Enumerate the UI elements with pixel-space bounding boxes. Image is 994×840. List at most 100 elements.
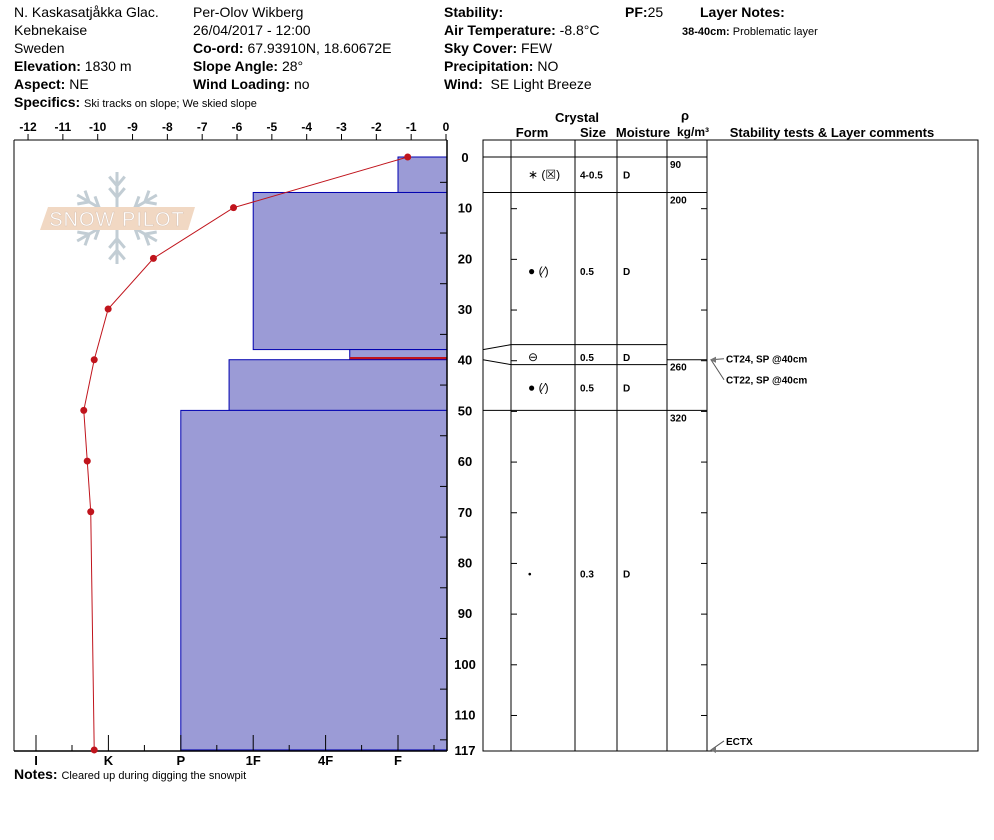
precipitation: Precipitation: NO xyxy=(444,58,558,74)
stability-test-arrow xyxy=(710,359,725,380)
snowflake-branch xyxy=(83,190,91,203)
crystal-form: ∗ (☒) xyxy=(528,168,560,182)
header-rho: ρ xyxy=(681,108,689,123)
temperature-tick-label: -2 xyxy=(371,120,382,134)
windload-value: no xyxy=(293,76,310,92)
snowflake-branch xyxy=(133,195,141,209)
stability-test: CT24, SP @40cm xyxy=(726,355,807,366)
depth-tick-label: 90 xyxy=(458,606,472,621)
airtemp-label: Air Temperature: xyxy=(444,22,556,38)
density-value: 260 xyxy=(670,363,687,374)
notes-label: Notes: xyxy=(14,766,58,782)
density-value: 90 xyxy=(670,160,682,171)
layer-note-text: Problematic layer xyxy=(732,26,818,38)
elevation: Elevation: 1830 m xyxy=(14,58,132,74)
layer-note-depth: 38-40cm: xyxy=(682,26,730,38)
header-form: Form xyxy=(516,125,549,140)
temperature-tick-label: -10 xyxy=(89,120,107,134)
depth-tick-label: 117 xyxy=(455,743,476,758)
depth-tick-label: 20 xyxy=(458,251,472,266)
wind-label: Wind: xyxy=(444,76,483,92)
depth-tick-label: 30 xyxy=(458,302,472,317)
snowflake-branch xyxy=(83,233,91,246)
depth-connector xyxy=(482,344,512,351)
crystal-size: 0.5 xyxy=(580,267,594,278)
moisture: D xyxy=(623,570,630,581)
layer-notes-label: Layer Notes: xyxy=(700,4,785,20)
aspect-value: NE xyxy=(69,76,89,92)
crystal-size: 4-0.5 xyxy=(580,171,603,182)
temperature-tick-label: -3 xyxy=(336,120,347,134)
crystal-form: ⊖ xyxy=(528,350,538,364)
depth-tick-label: 10 xyxy=(458,201,472,216)
temperature-point xyxy=(230,204,238,212)
temperature-tick-label: -1 xyxy=(406,120,417,134)
wind: Wind: SE Light Breeze xyxy=(444,76,592,92)
layer-note: 38-40cm: Problematic layer xyxy=(682,24,818,40)
table-frame xyxy=(482,139,979,752)
depth-tick-label: 70 xyxy=(458,505,472,520)
moisture: D xyxy=(623,267,630,278)
hardness-tick-label: K xyxy=(104,753,114,768)
depth-tick-label: 80 xyxy=(458,555,472,570)
moisture: D xyxy=(623,384,630,395)
depth-tick-label: 100 xyxy=(454,657,476,672)
temperature-tick-label: -5 xyxy=(267,120,278,134)
sky-cover: Sky Cover: FEW xyxy=(444,40,552,56)
logo-text: SNOW PILOT xyxy=(49,209,185,231)
snowpilot-logo: SNOW PILOT xyxy=(40,172,195,264)
sky-value: FEW xyxy=(521,40,553,56)
snowflake-branch xyxy=(93,195,101,209)
layer-notes-heading: Layer Notes: xyxy=(700,4,785,20)
coord-value: 67.93910N, 18.60672E xyxy=(247,40,392,56)
temperature-tick-label: -12 xyxy=(19,120,37,134)
coord-label: Co-ord: xyxy=(193,40,244,56)
depth-tick-label: 40 xyxy=(458,353,472,368)
wind-loading: Wind Loading: no xyxy=(193,76,310,92)
hardness-tick-label: 1F xyxy=(246,753,261,768)
temperature-point xyxy=(104,305,112,313)
notes-value: Cleared up during digging the snowpit xyxy=(61,770,247,782)
snowflake-branch xyxy=(143,233,151,246)
arrow-head-icon xyxy=(710,746,716,753)
temperature-tick-label: -9 xyxy=(127,120,138,134)
sky-label: Sky Cover: xyxy=(444,40,518,56)
temperature-point xyxy=(90,356,98,364)
snowflake-branch xyxy=(108,249,119,261)
logo-band xyxy=(40,207,195,230)
pf-value: 25 xyxy=(647,4,664,20)
aspect-label: Aspect: xyxy=(14,76,66,92)
snowflake-branch xyxy=(77,230,90,236)
crystal-form: ● (∕) xyxy=(528,381,549,395)
temperature-tick-label: -11 xyxy=(55,120,72,134)
arrow-head-icon xyxy=(710,356,716,363)
notes: Notes: Cleared up during digging the sno… xyxy=(14,766,246,784)
crystal-size: 0.5 xyxy=(580,384,594,395)
crystal-size: 0.5 xyxy=(580,353,594,364)
hardness-tick-label: I xyxy=(34,753,38,768)
moisture: D xyxy=(623,353,630,364)
pf-label: PF: xyxy=(625,4,648,20)
header-crystal: Crystal xyxy=(555,110,599,125)
depth-tick-label: 110 xyxy=(455,707,476,722)
crystal-size: 0.3 xyxy=(580,570,594,581)
temperature-point xyxy=(90,746,98,754)
specifics-value: Ski tracks on slope; We skied slope xyxy=(84,98,257,110)
pf: PF:25 xyxy=(625,4,663,20)
density-value: 320 xyxy=(670,413,687,424)
snowflake-branch xyxy=(108,187,119,199)
stability-label: Stability: xyxy=(444,4,504,20)
precip-value: NO xyxy=(537,58,559,74)
hardness-layer xyxy=(397,156,448,193)
stability-test: ECTX xyxy=(726,737,753,748)
specifics: Specifics: Ski tracks on slope; We skied… xyxy=(14,94,257,112)
location: N. Kaskasatjåkka Glac. xyxy=(14,4,159,20)
temperature-point xyxy=(404,153,412,161)
hardness-layer xyxy=(252,191,448,351)
snowflake-branch xyxy=(144,230,157,236)
temperature-tick-label: -8 xyxy=(162,120,173,134)
elevation-label: Elevation: xyxy=(14,58,81,74)
depth-tick-label: 60 xyxy=(458,454,472,469)
temperature-point xyxy=(83,457,91,465)
windload-label: Wind Loading: xyxy=(193,76,291,92)
